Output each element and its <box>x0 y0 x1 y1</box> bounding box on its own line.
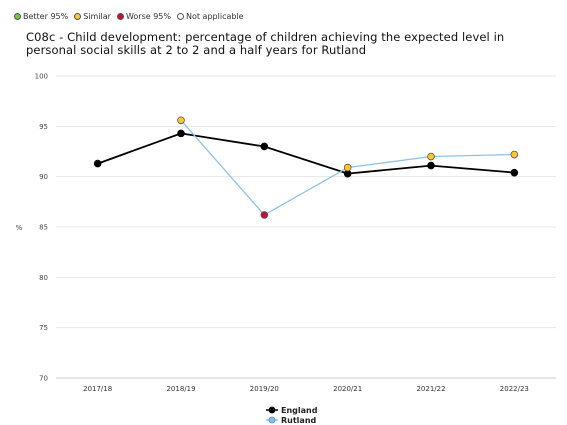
legend-better-label: Better 95% <box>23 12 69 21</box>
legend-worse-label: Worse 95% <box>125 12 171 21</box>
legend-rutland[interactable]: Rutland <box>266 416 317 425</box>
y-axis-label: % <box>16 224 23 232</box>
data-point-england <box>510 168 519 177</box>
legend-better[interactable]: Better 95% <box>14 12 68 21</box>
not-applicable-icon <box>177 13 184 20</box>
x-tick-label: 2021/22 <box>416 385 445 393</box>
data-point-rutland <box>260 211 269 219</box>
chart-title: C08c - Child development: percentage of … <box>26 30 505 57</box>
legend-marker-icon <box>268 416 276 424</box>
better-icon <box>14 13 21 20</box>
x-tick-label: 2022/23 <box>500 385 529 393</box>
y-tick-label: 100 <box>35 73 48 81</box>
data-point-rutland <box>343 163 352 172</box>
data-point-england <box>260 142 269 151</box>
data-point-rutland <box>177 116 185 125</box>
legend-marker-icon <box>268 406 276 414</box>
series-line-england <box>97 132 515 175</box>
x-tick-label: 2019/20 <box>250 385 279 393</box>
similar-icon <box>74 13 82 20</box>
y-tick-label: 80 <box>39 274 48 282</box>
data-point-england <box>93 159 102 168</box>
legend-england[interactable]: England <box>266 406 318 415</box>
worse-icon <box>116 13 124 20</box>
legend-label: Rutland <box>281 416 317 425</box>
x-tick-label: 2018/19 <box>166 385 195 393</box>
data-point-england <box>177 129 185 138</box>
y-tick-label: 90 <box>39 173 48 181</box>
y-tick-label: 75 <box>39 324 48 332</box>
data-point-rutland <box>510 150 519 159</box>
legend-label: England <box>281 406 318 415</box>
y-tick-label: 95 <box>39 123 48 131</box>
x-tick-label: 2020/21 <box>333 385 362 393</box>
significance-legend: Better 95% Similar Worse 95% Not applica… <box>14 12 244 21</box>
legend-similar-label: Similar <box>83 12 111 21</box>
legend-similar[interactable]: Similar <box>74 12 111 21</box>
y-tick-label: 85 <box>39 224 48 232</box>
y-tick-label: 70 <box>39 375 48 383</box>
legend-worse[interactable]: Worse 95% <box>116 12 171 21</box>
data-point-rutland <box>427 152 435 161</box>
legend-not-applicable[interactable]: Not applicable <box>177 12 244 21</box>
x-tick-label: 2017/18 <box>83 385 112 393</box>
legend-not-applicable-label: Not applicable <box>186 12 244 21</box>
data-point-england <box>427 161 435 170</box>
